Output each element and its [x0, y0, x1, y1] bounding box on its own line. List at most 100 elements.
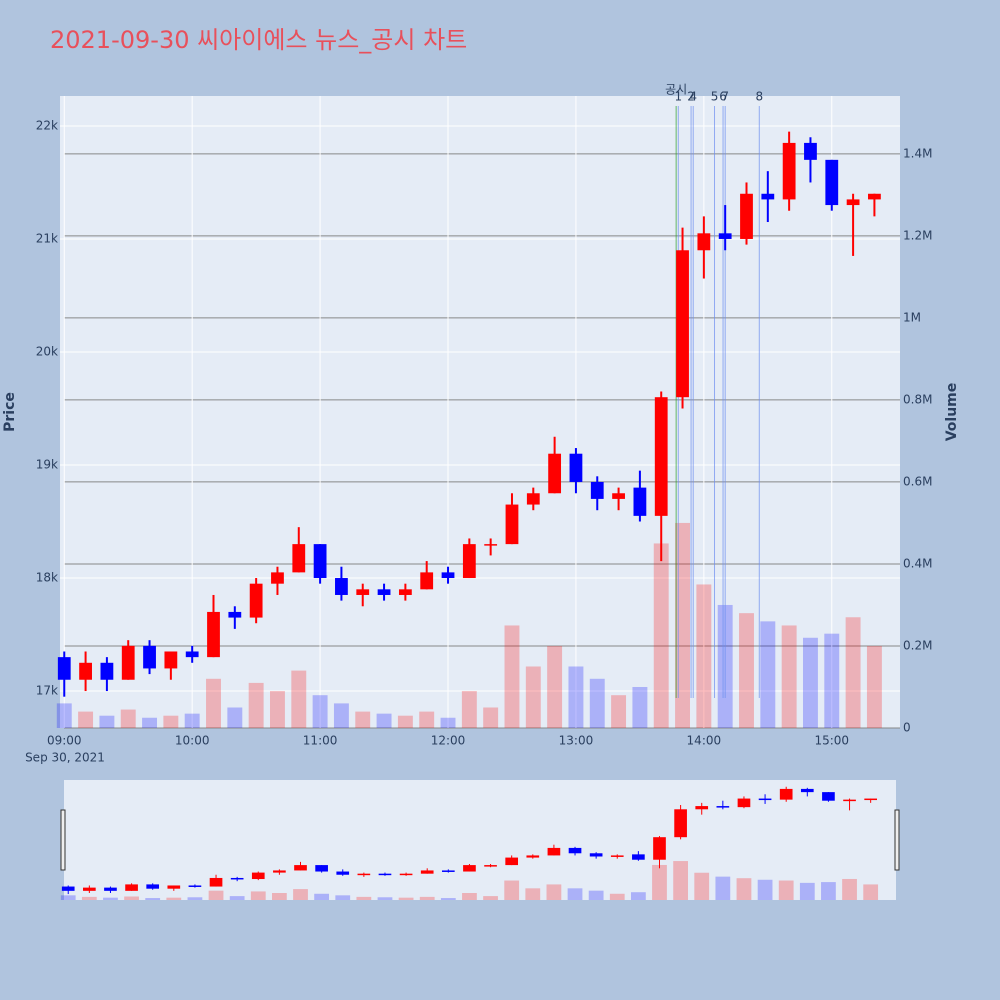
- candle-body: [79, 662, 92, 680]
- slider-candle-body: [188, 885, 202, 887]
- slider-volume-bar: [103, 897, 118, 900]
- slider-volume-bar: [81, 896, 97, 900]
- slider-candle-body: [822, 792, 835, 801]
- volume-bar: [333, 703, 349, 728]
- slider-volume-bar: [187, 897, 203, 900]
- candle-body: [654, 397, 668, 516]
- x-tick-label: 11:00: [303, 734, 338, 748]
- y2-axis-title: Volume: [944, 383, 960, 442]
- candle-body: [228, 611, 242, 618]
- volume-bar: [248, 682, 264, 728]
- candle-body: [526, 493, 540, 505]
- slider-candle-body: [315, 865, 328, 872]
- slider-candle-body: [167, 885, 181, 889]
- slider-handle[interactable]: [894, 809, 900, 871]
- volume-bar: [483, 707, 499, 728]
- candle-body: [569, 453, 583, 482]
- candle-body: [590, 481, 604, 499]
- annotation-label: 7: [721, 90, 729, 104]
- candle-body: [612, 493, 625, 499]
- slider-volume-bar: [736, 878, 752, 900]
- candle-body: [782, 142, 796, 200]
- slider-candle-body: [251, 872, 265, 880]
- slider-volume-bar: [673, 861, 688, 900]
- volume-bar: [824, 633, 840, 728]
- slider-candle-body: [800, 788, 814, 793]
- slider-candle-body: [653, 837, 666, 860]
- x-tick-label: 15:00: [814, 734, 849, 748]
- slider-candle-body: [737, 798, 751, 808]
- slider-candle-body: [83, 887, 96, 891]
- slider-volume-bar: [652, 864, 667, 900]
- slider-candle-body: [336, 871, 350, 875]
- x-tick-label: 12:00: [431, 734, 466, 748]
- slider-volume-bar: [398, 897, 414, 900]
- candle-body: [740, 193, 753, 239]
- candle-body: [548, 453, 562, 494]
- slider-candle-body: [125, 884, 138, 891]
- candle-body: [420, 572, 434, 590]
- candle-body: [377, 589, 391, 595]
- candle-body: [505, 504, 519, 545]
- volume-bar: [56, 703, 72, 728]
- slider-candle-body: [568, 847, 582, 854]
- slider-candle-body: [695, 806, 709, 810]
- y2-tick-label: 0: [903, 721, 911, 735]
- slider-candle-body: [357, 873, 371, 876]
- volume-bar: [739, 613, 754, 728]
- volume-bar: [653, 543, 669, 728]
- x-tick-label: 09:00: [47, 734, 82, 748]
- slider-volume-bar: [546, 884, 562, 900]
- slider-volume-bar: [419, 896, 435, 900]
- candle-body: [356, 589, 370, 595]
- volume-bar: [163, 715, 179, 728]
- slider-volume-bar: [293, 889, 308, 900]
- slider-candle-body: [589, 853, 603, 857]
- y-tick-label: 21k: [36, 231, 58, 245]
- candle-body: [441, 572, 455, 579]
- x-tick-label: 10:00: [175, 734, 210, 748]
- slider-volume-bar: [588, 890, 604, 900]
- slider-volume-bar: [124, 896, 139, 900]
- slider-candle-body: [843, 799, 856, 802]
- slider-volume-bar: [715, 876, 731, 900]
- candle-body: [761, 193, 775, 200]
- slider-volume-bar: [356, 896, 372, 900]
- slider-candle-body: [547, 847, 561, 856]
- volume-bar: [291, 670, 307, 728]
- volume-bar: [78, 711, 94, 728]
- slider-candle-body: [610, 855, 624, 857]
- slider-volume-bar: [863, 884, 879, 900]
- y2-tick-label: 0.4M: [903, 556, 932, 570]
- volume-bar: [589, 678, 605, 728]
- candle-body: [825, 159, 839, 206]
- candle-body: [462, 544, 476, 579]
- range-slider[interactable]: [64, 780, 896, 900]
- volume-bar: [461, 691, 477, 728]
- volume-bar: [270, 691, 285, 728]
- slider-volume-bar: [166, 897, 182, 900]
- x-tick-label: 14:00: [687, 734, 722, 748]
- slider-volume-bar: [335, 895, 351, 900]
- slider-candle-body: [420, 870, 434, 874]
- slider-volume-bar: [229, 896, 245, 900]
- annotation-label: 공시: [665, 83, 687, 97]
- x-tick-label: 13:00: [559, 734, 594, 748]
- volume-bar: [760, 621, 776, 728]
- candle-body: [100, 662, 114, 680]
- slider-candle-body: [399, 873, 413, 876]
- volume-bar: [142, 717, 158, 728]
- candle-body: [185, 651, 199, 658]
- volume-bar: [376, 713, 392, 728]
- volume-bar: [206, 678, 221, 728]
- slider-volume-bar: [208, 890, 224, 900]
- y-tick-label: 22k: [36, 118, 58, 132]
- candle-body: [164, 651, 178, 669]
- volume-bar: [525, 666, 541, 728]
- slider-volume-bar: [377, 897, 393, 900]
- slider-volume-bar: [525, 888, 541, 900]
- candle-body: [249, 583, 263, 618]
- candle-body: [484, 544, 498, 546]
- slider-handle[interactable]: [60, 809, 66, 871]
